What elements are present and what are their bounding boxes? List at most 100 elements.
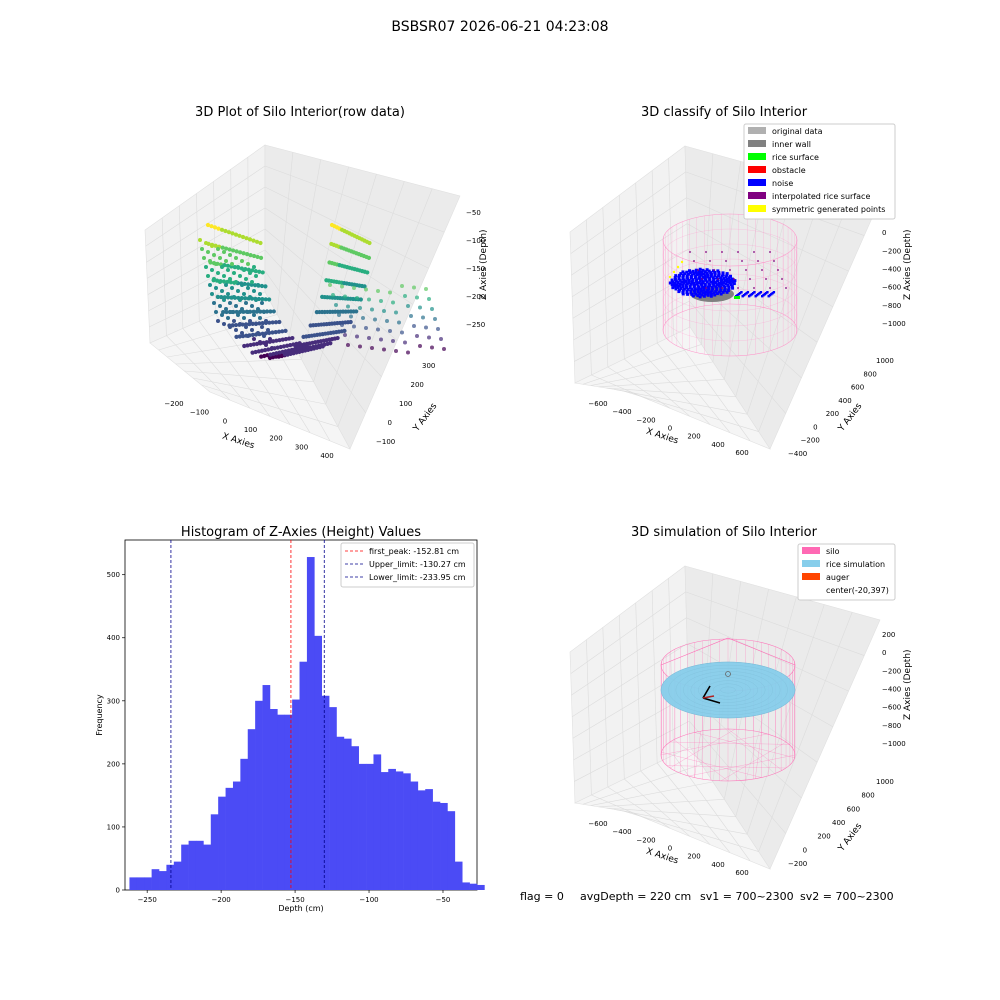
histogram-bar: [358, 763, 367, 890]
tick-label: 200: [687, 853, 700, 861]
noise-point: [693, 287, 697, 291]
histogram-bar: [277, 714, 286, 890]
noise-point: [723, 279, 727, 283]
footer-flag: flag = 0: [520, 890, 564, 903]
grid-line: [146, 186, 266, 263]
silo-diagonal: [669, 728, 736, 769]
raw-point: [284, 343, 290, 348]
raw-point: [367, 336, 371, 340]
noise-point: [717, 272, 721, 276]
noise-point: [699, 287, 703, 291]
noise-point: [694, 270, 698, 274]
tick-label: 200: [817, 833, 830, 841]
legend-label: original data: [772, 127, 823, 136]
noise-point: [712, 277, 716, 281]
classify-plot-title: 3D classify of Silo Interior: [641, 105, 808, 120]
grid-line: [337, 188, 433, 427]
noise-point: [685, 275, 689, 279]
raw-point: [226, 268, 230, 272]
noise-point: [702, 272, 706, 276]
noise-point: [670, 283, 674, 287]
tick-label: 100: [244, 426, 257, 434]
noise-point: [766, 291, 769, 294]
raw-point: [268, 309, 273, 314]
raw-point: [222, 274, 226, 278]
raw-point: [252, 283, 258, 288]
noise-point: [709, 271, 713, 275]
grid-line: [689, 720, 786, 834]
raw-point: [366, 255, 372, 260]
tick-label: 0: [223, 417, 227, 425]
grid-line: [199, 320, 271, 417]
raw-point: [216, 271, 220, 275]
symmetric-point: [680, 260, 684, 264]
noise-point: [692, 289, 696, 293]
histogram-bar: [173, 861, 182, 890]
noise-point: [681, 289, 685, 293]
raw-point: [346, 304, 350, 309]
noise-point: [688, 286, 692, 290]
tick-label: 200: [269, 435, 282, 443]
raw-point: [328, 283, 332, 287]
panel-raw-3d: 3D Plot of Silo Interior(row data) −200−…: [144, 105, 489, 460]
tick-label: −600: [588, 820, 607, 828]
raw-point: [224, 309, 229, 315]
raw-point: [240, 307, 244, 311]
grid-line: [668, 158, 674, 336]
grid-line: [148, 249, 266, 311]
noise-point: [711, 276, 715, 280]
grid-line: [622, 810, 759, 852]
histogram-bar: [240, 758, 249, 890]
raw-point: [255, 254, 260, 260]
grid-line: [264, 186, 429, 269]
noise-point: [673, 277, 677, 281]
raw-point: [234, 328, 238, 332]
noise-point: [685, 270, 689, 274]
noise-point: [706, 293, 710, 297]
noise-point: [703, 277, 707, 281]
noise-point: [686, 277, 690, 281]
classify-plot-xlabel: X Axies: [645, 427, 680, 447]
raw-point: [248, 295, 252, 299]
raw-point: [266, 347, 271, 352]
raw-point: [354, 309, 359, 314]
interpolated-point: [781, 278, 783, 280]
raw-point: [260, 270, 265, 275]
legend-label: symmetric generated points: [772, 205, 885, 214]
grid-line: [656, 762, 731, 853]
raw-point: [388, 329, 392, 333]
raw-point: [234, 249, 239, 254]
grid-line: [624, 358, 691, 417]
grid-line: [602, 207, 609, 368]
raw-point: [252, 313, 256, 317]
raw-point: [403, 294, 407, 298]
raw-point: [267, 297, 272, 302]
raw-point: [212, 301, 216, 305]
grid-line: [582, 764, 702, 805]
noise-point: [753, 291, 756, 294]
noise-point: [717, 281, 721, 285]
noise-point: [697, 281, 701, 285]
raw-point: [367, 297, 371, 302]
tick-label: −200: [801, 437, 820, 445]
raw-point: [253, 349, 258, 355]
raw-point: [270, 330, 275, 335]
grid-line: [570, 591, 686, 674]
raw-point: [328, 341, 333, 346]
noise-point: [710, 288, 714, 292]
raw-point: [243, 296, 248, 301]
tick-label: −800: [882, 302, 901, 310]
histogram-bar: [225, 787, 234, 890]
grid-line: [701, 153, 714, 345]
noise-point: [731, 280, 735, 284]
noise-point: [714, 289, 718, 293]
interpolated-point: [777, 269, 779, 271]
grid-line: [746, 604, 825, 835]
raw-point: [226, 316, 230, 320]
noise-point: [706, 291, 710, 295]
raw-point: [312, 345, 318, 350]
footer-sv1: sv1 = 700~2300: [700, 890, 794, 903]
noise-point: [736, 294, 739, 297]
grid-line: [591, 374, 651, 401]
raw-point: [228, 301, 232, 305]
